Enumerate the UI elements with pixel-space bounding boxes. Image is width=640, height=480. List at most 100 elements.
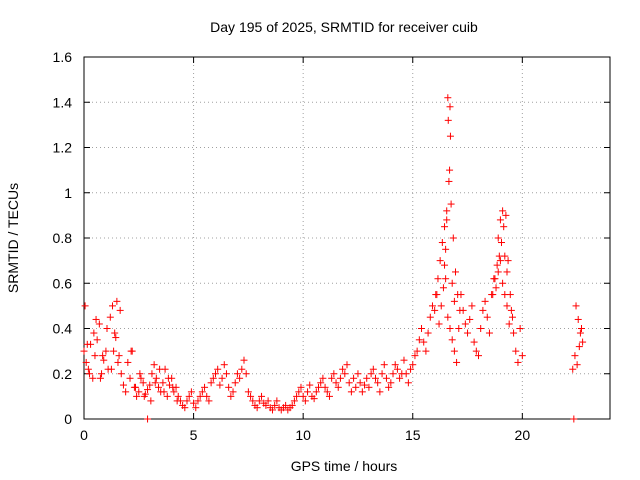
- data-point: [198, 388, 206, 396]
- data-point: [576, 329, 584, 337]
- data-point: [424, 329, 432, 337]
- data-point: [139, 379, 147, 387]
- y-tick-label: 1: [64, 185, 72, 201]
- data-point: [203, 392, 211, 400]
- chart-title: Day 195 of 2025, SRMTID for receiver cui…: [210, 19, 478, 35]
- data-point: [437, 302, 445, 310]
- data-point: [288, 401, 296, 409]
- data-point: [253, 404, 261, 412]
- data-point: [443, 216, 451, 224]
- data-point: [496, 216, 504, 224]
- data-point: [422, 347, 430, 355]
- data-point: [496, 257, 504, 265]
- data-point: [220, 361, 228, 369]
- data-point: [352, 383, 360, 391]
- data-point: [402, 370, 410, 378]
- data-point: [435, 320, 443, 328]
- data-point: [117, 370, 125, 378]
- data-point: [445, 177, 453, 185]
- data-point: [442, 245, 450, 253]
- data-point: [173, 397, 181, 405]
- data-point: [481, 297, 489, 305]
- data-point: [446, 132, 454, 140]
- data-point: [304, 388, 312, 396]
- data-point: [194, 397, 202, 405]
- data-point: [393, 365, 401, 373]
- data-point: [328, 374, 336, 382]
- data-point: [183, 397, 191, 405]
- data-point: [196, 392, 204, 400]
- data-point: [218, 374, 226, 382]
- data-point: [132, 383, 140, 391]
- data-point: [83, 340, 91, 348]
- data-point: [190, 399, 198, 407]
- x-tick-label: 20: [515, 427, 531, 443]
- data-point: [396, 374, 404, 382]
- y-tick-label: 0.6: [53, 275, 73, 291]
- data-point: [434, 275, 442, 283]
- data-point: [147, 397, 155, 405]
- data-point: [216, 381, 224, 389]
- data-point: [85, 370, 93, 378]
- data-point: [472, 347, 480, 355]
- data-point: [240, 356, 248, 364]
- data-point: [144, 386, 152, 394]
- data-point: [236, 374, 244, 382]
- y-tick-label: 0.4: [53, 321, 73, 337]
- data-point: [201, 383, 209, 391]
- data-point: [572, 302, 580, 310]
- data-point: [504, 257, 512, 265]
- y-axis-label: SRMTID / TECUs: [5, 183, 21, 293]
- data-point: [494, 234, 502, 242]
- data-point: [369, 365, 377, 373]
- data-point: [493, 261, 501, 269]
- data-point: [229, 388, 237, 396]
- data-point: [156, 365, 164, 373]
- data-point: [222, 370, 230, 378]
- data-point: [466, 315, 474, 323]
- y-tick-label: 0.8: [53, 230, 73, 246]
- grid: [84, 57, 610, 419]
- data-point: [297, 383, 305, 391]
- data-point: [391, 361, 399, 369]
- data-point: [148, 370, 156, 378]
- data-point: [506, 291, 514, 299]
- data-point: [315, 383, 323, 391]
- data-point: [238, 365, 246, 373]
- x-axis-label: GPS time / hours: [291, 458, 398, 474]
- data-point: [80, 347, 88, 355]
- data-point: [164, 374, 172, 382]
- data-points: [80, 94, 587, 423]
- data-point: [485, 329, 493, 337]
- data-point: [343, 361, 351, 369]
- data-point: [499, 279, 507, 287]
- data-point: [99, 352, 107, 360]
- data-point: [209, 374, 217, 382]
- data-point: [317, 379, 325, 387]
- data-point: [113, 297, 121, 305]
- data-point: [111, 329, 119, 337]
- data-point: [137, 374, 145, 382]
- data-point: [371, 374, 379, 382]
- data-point: [454, 291, 462, 299]
- data-point: [477, 325, 485, 332]
- data-point: [205, 397, 213, 405]
- data-point: [475, 352, 482, 360]
- data-point: [155, 383, 163, 391]
- data-point: [332, 379, 340, 387]
- data-point: [160, 388, 168, 396]
- data-point: [382, 374, 390, 382]
- data-point: [185, 392, 193, 400]
- data-point: [444, 313, 452, 321]
- data-point: [400, 356, 408, 364]
- data-point: [90, 329, 98, 337]
- data-point: [514, 358, 522, 366]
- data-point: [376, 388, 384, 396]
- data-point: [570, 415, 578, 423]
- data-point: [444, 94, 452, 102]
- data-point: [255, 397, 263, 405]
- data-point: [95, 320, 103, 328]
- data-point: [268, 406, 276, 414]
- data-point: [169, 383, 177, 391]
